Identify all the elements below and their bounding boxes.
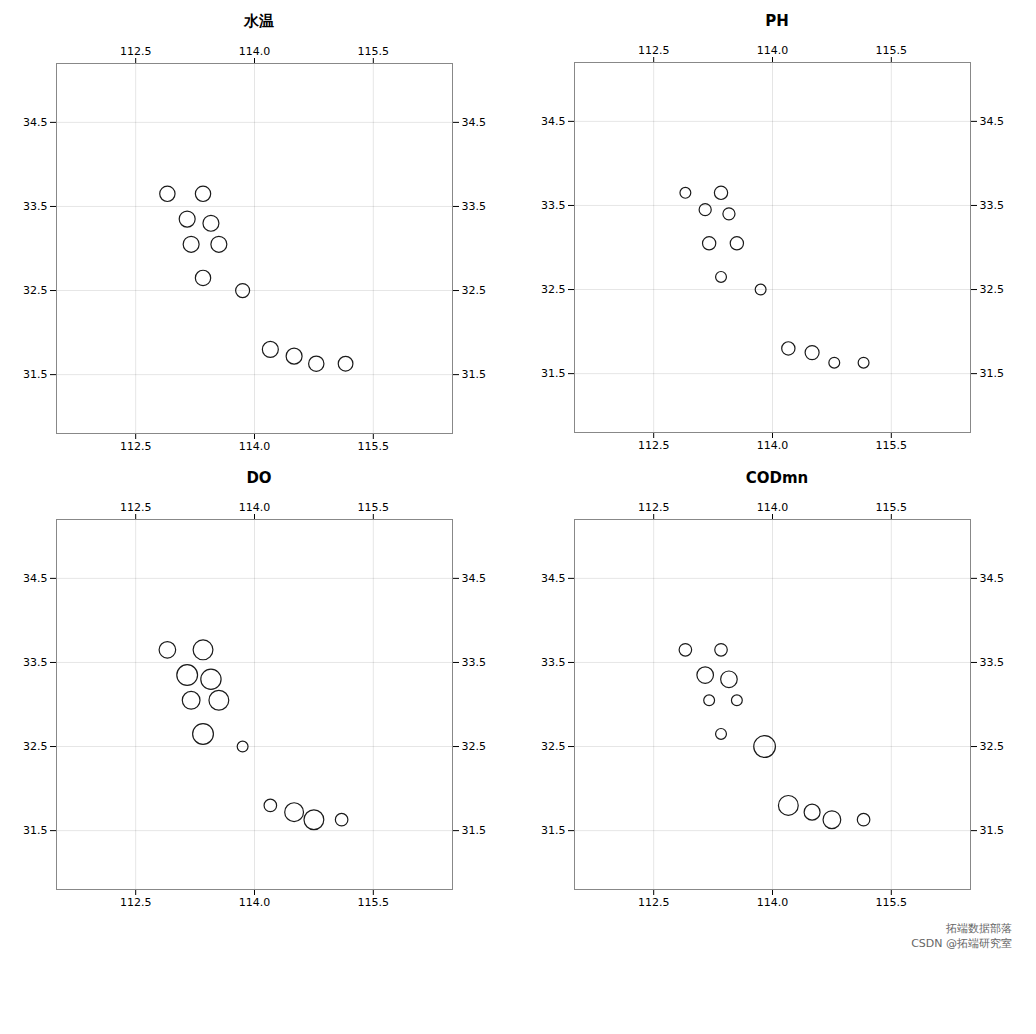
svg-text:31.5: 31.5 (541, 824, 566, 837)
svg-text:114.0: 114.0 (239, 440, 271, 453)
svg-text:34.5: 34.5 (23, 572, 48, 585)
svg-text:31.5: 31.5 (980, 367, 1005, 380)
html-text:拓端数据部落: 拓端数据部落 (946, 922, 1012, 935)
svg-text:115.5: 115.5 (876, 896, 908, 909)
svg-text:32.5: 32.5 (541, 283, 566, 296)
svg-text:114.0: 114.0 (239, 896, 271, 909)
svg-text:32.5: 32.5 (462, 740, 487, 753)
svg-text:115.5: 115.5 (876, 439, 908, 452)
svg-text:34.5: 34.5 (462, 116, 487, 129)
svg-text:112.5: 112.5 (120, 501, 152, 514)
svg-text:31.5: 31.5 (23, 824, 48, 837)
svg-text:31.5: 31.5 (541, 367, 566, 380)
svg-text:34.5: 34.5 (980, 572, 1005, 585)
svg-text:34.5: 34.5 (541, 115, 566, 128)
svg-text:32.5: 32.5 (23, 284, 48, 297)
svg-text:115.5: 115.5 (358, 896, 390, 909)
html-text:PH: PH (765, 12, 789, 30)
svg-text:114.0: 114.0 (757, 44, 789, 57)
svg-text:33.5: 33.5 (980, 199, 1005, 212)
svg-text:114.0: 114.0 (757, 439, 789, 452)
svg-text:31.5: 31.5 (462, 368, 487, 381)
html-text:DO: DO (246, 469, 272, 487)
svg-text:33.5: 33.5 (541, 656, 566, 669)
svg-text:32.5: 32.5 (23, 740, 48, 753)
svg-text:114.0: 114.0 (239, 45, 271, 58)
svg-text:33.5: 33.5 (980, 656, 1005, 669)
svg-text:112.5: 112.5 (120, 45, 152, 58)
svg-text:114.0: 114.0 (757, 896, 789, 909)
svg-text:34.5: 34.5 (980, 115, 1005, 128)
svg-text:115.5: 115.5 (876, 44, 908, 57)
svg-text:32.5: 32.5 (462, 284, 487, 297)
html-text:水温: 水温 (244, 12, 274, 30)
svg-text:112.5: 112.5 (120, 896, 152, 909)
svg-text:112.5: 112.5 (638, 439, 670, 452)
svg-text:33.5: 33.5 (23, 200, 48, 213)
html-text:CSDN @拓端研究室: CSDN @拓端研究室 (911, 937, 1012, 951)
svg-text:31.5: 31.5 (980, 824, 1005, 837)
svg-text:31.5: 31.5 (462, 824, 487, 837)
svg-text:34.5: 34.5 (462, 572, 487, 585)
svg-text:112.5: 112.5 (638, 44, 670, 57)
svg-text:32.5: 32.5 (980, 283, 1005, 296)
svg-text:33.5: 33.5 (23, 656, 48, 669)
svg-text:33.5: 33.5 (462, 200, 487, 213)
html-text:CODmn: CODmn (745, 469, 809, 487)
svg-text:31.5: 31.5 (23, 368, 48, 381)
svg-text:32.5: 32.5 (541, 740, 566, 753)
svg-text:33.5: 33.5 (462, 656, 487, 669)
svg-text:34.5: 34.5 (23, 116, 48, 129)
svg-text:115.5: 115.5 (358, 45, 390, 58)
svg-text:115.5: 115.5 (358, 501, 390, 514)
svg-text:112.5: 112.5 (638, 501, 670, 514)
svg-text:112.5: 112.5 (120, 440, 152, 453)
svg-text:114.0: 114.0 (239, 501, 271, 514)
svg-text:32.5: 32.5 (980, 740, 1005, 753)
svg-text:33.5: 33.5 (541, 199, 566, 212)
svg-text:34.5: 34.5 (541, 572, 566, 585)
svg-text:114.0: 114.0 (757, 501, 789, 514)
svg-text:115.5: 115.5 (358, 440, 390, 453)
svg-text:115.5: 115.5 (876, 501, 908, 514)
svg-text:112.5: 112.5 (638, 896, 670, 909)
